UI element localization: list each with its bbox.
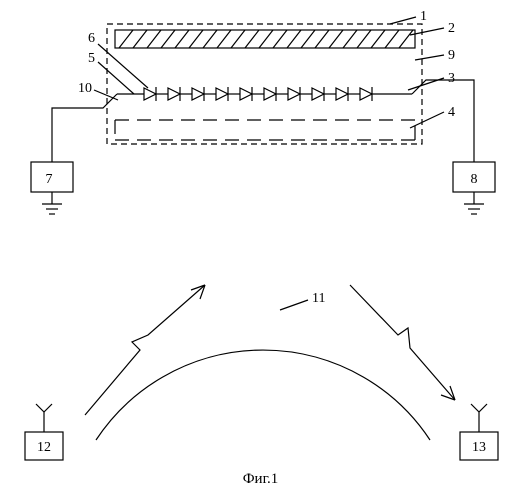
figure-caption: Фиг.1 bbox=[0, 471, 521, 488]
label-9: 9 bbox=[448, 48, 455, 63]
long-dash-rect bbox=[115, 120, 415, 140]
label-2: 2 bbox=[448, 21, 455, 36]
diode-chain bbox=[117, 87, 412, 101]
label-13: 13 bbox=[472, 440, 486, 455]
right-wire bbox=[412, 80, 474, 162]
label-4: 4 bbox=[448, 105, 455, 120]
diode-10 bbox=[360, 87, 372, 101]
label-6: 6 bbox=[88, 31, 95, 46]
label-3: 3 bbox=[448, 71, 455, 86]
arc: 11 bbox=[96, 291, 430, 440]
diode-1 bbox=[144, 87, 156, 101]
box-8: 8 bbox=[453, 162, 495, 214]
box-7: 7 bbox=[31, 162, 73, 214]
label-11: 11 bbox=[312, 291, 325, 306]
label-8: 8 bbox=[471, 172, 478, 187]
label-10: 10 bbox=[78, 81, 92, 96]
label-1: 1 bbox=[420, 9, 427, 24]
hatched-rect bbox=[115, 30, 415, 48]
arrow-up bbox=[85, 285, 205, 415]
diode-2 bbox=[168, 87, 180, 101]
label-7: 7 bbox=[46, 172, 53, 187]
diode-4 bbox=[216, 87, 228, 101]
label-12: 12 bbox=[37, 440, 51, 455]
outer-dashed-rect bbox=[107, 24, 422, 144]
diode-3 bbox=[192, 87, 204, 101]
rx-13: 13 bbox=[460, 404, 498, 460]
diode-5 bbox=[240, 87, 252, 101]
diode-8 bbox=[312, 87, 324, 101]
figure-svg: 7 8 1 2 9 3 bbox=[0, 0, 521, 500]
tx-12: 12 bbox=[25, 404, 63, 460]
label-5: 5 bbox=[88, 51, 95, 66]
diode-6 bbox=[264, 87, 276, 101]
diode-9 bbox=[336, 87, 348, 101]
arrow-down bbox=[350, 285, 455, 400]
diode-7 bbox=[288, 87, 300, 101]
